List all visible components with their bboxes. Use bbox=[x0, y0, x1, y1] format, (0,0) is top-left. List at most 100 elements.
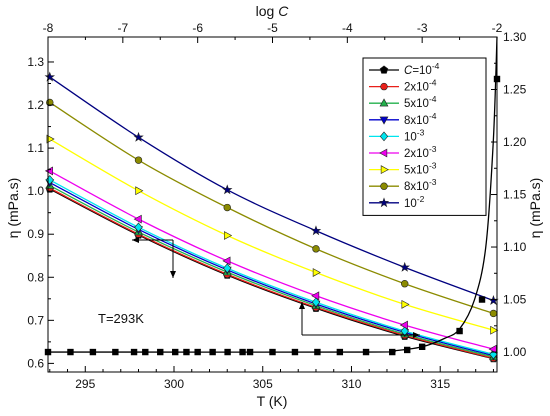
arrow-to-left-axis bbox=[132, 237, 173, 243]
legend-entry-6: 5x10-3 bbox=[369, 161, 437, 177]
legend-label-3: 8x10-4 bbox=[404, 111, 437, 127]
concentration-line bbox=[47, 36, 498, 353]
concentration-point-23 bbox=[478, 296, 486, 303]
concentration-point-14 bbox=[269, 348, 276, 356]
concentration-point-7 bbox=[172, 348, 179, 356]
concentration-point-11 bbox=[224, 348, 231, 356]
axis-arrows bbox=[132, 237, 420, 338]
legend-label-0: C=10-4 bbox=[404, 61, 440, 77]
right-y-tick-label-1.20: 1.20 bbox=[503, 135, 527, 149]
top-x-tick-label--6: -6 bbox=[192, 21, 203, 35]
series-7-point-5 bbox=[489, 309, 498, 318]
y-tick-label-0.9: 0.9 bbox=[27, 227, 44, 241]
series-line-2 bbox=[49, 184, 494, 358]
concentration-point-21 bbox=[418, 343, 426, 350]
x-tick-label-300: 300 bbox=[164, 377, 184, 391]
x-tick-label-295: 295 bbox=[75, 377, 95, 391]
series-line-6 bbox=[49, 138, 494, 331]
x-tick-label-305: 305 bbox=[253, 377, 273, 391]
y-tick-label-1.0: 1.0 bbox=[27, 184, 44, 198]
series-line-7 bbox=[49, 101, 494, 315]
series-8-point-3 bbox=[310, 225, 322, 236]
legend-label-1: 2x10-4 bbox=[404, 78, 437, 94]
legend-label-4: 10-3 bbox=[404, 127, 425, 143]
series-4-point-3 bbox=[311, 297, 321, 308]
top-x-tick-label--4: -4 bbox=[342, 21, 353, 35]
series-6-point-0 bbox=[46, 134, 55, 144]
legend-label-2: 5x10-4 bbox=[404, 94, 437, 110]
series-7-point-1 bbox=[134, 156, 143, 164]
series-line-1 bbox=[49, 187, 494, 359]
top-x-tick-label--7: -7 bbox=[117, 21, 128, 35]
right-y-tick-label-1.30: 1.30 bbox=[503, 30, 527, 44]
top-x-axis-title-prefix: log bbox=[256, 3, 279, 19]
y-tick-label-0.6: 0.6 bbox=[27, 356, 44, 370]
series-5-point-5 bbox=[488, 344, 497, 354]
concentration-point-5 bbox=[142, 348, 149, 356]
series-8 bbox=[44, 71, 499, 305]
right-y-tick-label-1.15: 1.15 bbox=[503, 188, 527, 202]
series-7-point-2 bbox=[223, 203, 231, 212]
right-y-tick-label-1.25: 1.25 bbox=[503, 83, 527, 97]
series-4-point-0 bbox=[45, 175, 54, 185]
concentration-point-10 bbox=[209, 348, 216, 356]
concentration-point-19 bbox=[389, 348, 396, 356]
concentration-point-9 bbox=[194, 348, 201, 356]
series-6-point-4 bbox=[401, 299, 410, 309]
arrow-to-bottom-axis bbox=[170, 240, 176, 278]
series-line-8 bbox=[49, 76, 494, 302]
series-7-point-4 bbox=[401, 280, 409, 288]
series-8-point-0 bbox=[44, 71, 55, 82]
concentration-point-2 bbox=[89, 348, 97, 356]
legend-marker-0 bbox=[379, 65, 389, 74]
legend-marker-6 bbox=[380, 165, 389, 175]
chart-series-layer bbox=[44, 71, 499, 363]
top-x-tick-label--8: -8 bbox=[43, 21, 54, 35]
legend-marker-2 bbox=[379, 98, 389, 107]
legend-marker-1 bbox=[380, 82, 388, 91]
right-y-tick-label-1.05: 1.05 bbox=[503, 293, 527, 307]
legend-entry-3: 8x10-4 bbox=[369, 111, 437, 127]
legend-label-8: 10-2 bbox=[404, 194, 425, 210]
arrow-to-right-axis bbox=[302, 332, 420, 338]
concentration-point-3 bbox=[112, 348, 119, 356]
legend-marker-4 bbox=[379, 131, 389, 142]
top-x-axis-title-var: C bbox=[278, 3, 289, 19]
concentration-point-20 bbox=[404, 346, 411, 354]
series-8-point-2 bbox=[222, 184, 233, 195]
series-8-point-4 bbox=[399, 261, 410, 272]
series-line-5 bbox=[49, 170, 494, 350]
top-x-tick-label--3: -3 bbox=[417, 21, 428, 35]
legend-label-6: 5x10-3 bbox=[404, 161, 437, 177]
right-y-tick-label-1.10: 1.10 bbox=[503, 240, 527, 254]
y-axis-title: η (mPa.s) bbox=[5, 178, 21, 239]
x-axis-title: T (K) bbox=[257, 393, 288, 409]
concentration-point-4 bbox=[130, 348, 138, 356]
annotation-temperature: T=293K bbox=[98, 311, 144, 326]
legend-entry-7: 8x10-3 bbox=[369, 177, 437, 193]
legend-marker-7 bbox=[380, 182, 388, 190]
legend: C=10-42x10-45x10-48x10-410-32x10-35x10-3… bbox=[362, 57, 487, 216]
concentration-point-22 bbox=[456, 327, 463, 335]
series-5-point-3 bbox=[311, 291, 320, 301]
series-5-point-2 bbox=[222, 256, 231, 266]
concentration-point-8 bbox=[183, 348, 190, 356]
series-line-0 bbox=[49, 188, 494, 360]
series-7-point-3 bbox=[312, 245, 320, 253]
concentration-point-1 bbox=[67, 348, 74, 356]
series-5 bbox=[44, 166, 497, 354]
series-8-point-1 bbox=[133, 131, 144, 142]
concentration-point-12 bbox=[239, 348, 246, 356]
top-x-tick-label--2: -2 bbox=[492, 21, 503, 35]
series-5-point-4 bbox=[399, 320, 408, 330]
legend-marker-5 bbox=[379, 148, 388, 158]
series-6-point-5 bbox=[490, 325, 499, 335]
legend-label-5: 2x10-3 bbox=[404, 144, 437, 160]
legend-entry-5: 2x10-3 bbox=[369, 144, 437, 160]
concentration-point-16 bbox=[314, 348, 321, 356]
right-y-tick-label-1.00: 1.00 bbox=[503, 345, 527, 359]
series-line-4 bbox=[49, 179, 494, 355]
right-y-axis-title: η (mPa.s) bbox=[527, 178, 543, 239]
series-5-point-0 bbox=[44, 166, 53, 176]
